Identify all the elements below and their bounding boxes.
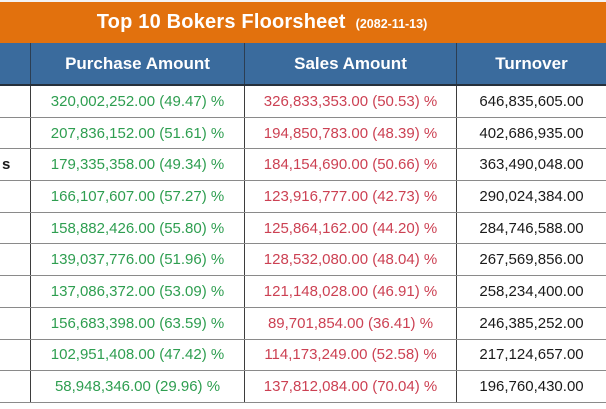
purchase-amount-cell: 156,683,398.00 (63.59) % (30, 307, 244, 339)
sales-amount-cell: 114,173,249.00 (52.58) % (244, 339, 456, 371)
turnover-cell: 290,024,384.00 (456, 181, 606, 212)
purchase-amount-cell: 137,086,372.00 (53.09) % (30, 276, 244, 307)
table-row: 158,882,426.00 (55.80) % 125,864,162.00 … (0, 212, 606, 245)
turnover-cell: 246,385,252.00 (456, 307, 606, 339)
sales-amount-cell: 184,154,690.00 (50.66) % (244, 149, 456, 181)
broker-name-cell (0, 213, 30, 244)
broker-name-cell (0, 371, 30, 402)
table-body: 320,002,252.00 (49.47) % 326,833,353.00 … (0, 86, 606, 403)
table-row: 139,037,776.00 (51.96) % 128,532,080.00 … (0, 244, 606, 277)
broker-name-cell (0, 340, 30, 371)
sales-amount-cell: 128,532,080.00 (48.04) % (244, 244, 456, 276)
title-bar: Top 10 Bokers Floorsheet (2082-11-13) (0, 2, 606, 43)
sales-amount-cell: 89,701,854.00 (36.41) % (244, 307, 456, 339)
turnover-cell: 258,234,400.00 (456, 276, 606, 307)
sales-amount-cell: 123,916,777.00 (42.73) % (244, 181, 456, 212)
turnover-cell: 363,490,048.00 (456, 149, 606, 181)
turnover-cell: 402,686,935.00 (456, 117, 606, 149)
broker-name-cell (0, 308, 30, 339)
purchase-amount-cell: 158,882,426.00 (55.80) % (30, 212, 244, 244)
report-date: (2082-11-13) (355, 17, 428, 31)
header-turnover: Turnover (456, 43, 606, 84)
broker-name-cell (0, 86, 30, 117)
broker-name-cell (0, 276, 30, 307)
broker-name-cell (0, 118, 30, 149)
broker-name-cell (0, 181, 30, 212)
title-group: Top 10 Bokers Floorsheet (2082-11-13) (97, 11, 428, 34)
turnover-cell: 196,760,430.00 (456, 371, 606, 402)
purchase-amount-cell: 102,951,408.00 (47.42) % (30, 339, 244, 371)
sales-amount-cell: 326,833,353.00 (50.53) % (244, 86, 456, 117)
purchase-amount-cell: 179,335,358.00 (49.34) % (30, 149, 244, 181)
purchase-amount-cell: 166,107,607.00 (57.27) % (30, 181, 244, 212)
purchase-amount-cell: 139,037,776.00 (51.96) % (30, 244, 244, 276)
table-row: 207,836,152.00 (51.61) % 194,850,783.00 … (0, 117, 606, 150)
turnover-cell: 646,835,605.00 (456, 86, 606, 117)
turnover-cell: 217,124,657.00 (456, 339, 606, 371)
purchase-amount-cell: 320,002,252.00 (49.47) % (30, 86, 244, 117)
sales-amount-cell: 121,148,028.00 (46.91) % (244, 276, 456, 307)
turnover-cell: 284,746,588.00 (456, 212, 606, 244)
table-header-row: Purchase Amount Sales Amount Turnover (0, 43, 606, 86)
broker-name-cell: s (2, 156, 11, 174)
table-row: 137,086,372.00 (53.09) % 121,148,028.00 … (0, 276, 606, 308)
sales-amount-cell: 125,864,162.00 (44.20) % (244, 212, 456, 244)
page-title: Top 10 Bokers Floorsheet (96, 11, 346, 33)
top-strip (0, 0, 606, 2)
header-broker-name (0, 43, 30, 84)
header-sales-amount: Sales Amount (244, 43, 456, 84)
purchase-amount-cell: 207,836,152.00 (51.61) % (30, 117, 244, 149)
sales-amount-cell: 137,812,084.00 (70.04) % (244, 371, 456, 402)
header-purchase-amount: Purchase Amount (30, 43, 244, 84)
table-row: 156,683,398.00 (63.59) % 89,701,854.00 (… (0, 307, 606, 340)
sales-amount-cell: 194,850,783.00 (48.39) % (244, 117, 456, 149)
table-row: s 179,335,358.00 (49.34) % 184,154,690.0… (0, 149, 606, 182)
purchase-amount-cell: 58,948,346.00 (29.96) % (30, 371, 244, 402)
table-row: 166,107,607.00 (57.27) % 123,916,777.00 … (0, 181, 606, 213)
table-row: 58,948,346.00 (29.96) % 137,812,084.00 (… (0, 371, 606, 403)
broker-name-cell (0, 244, 30, 275)
turnover-cell: 267,569,856.00 (456, 244, 606, 276)
table-row: 320,002,252.00 (49.47) % 326,833,353.00 … (0, 86, 606, 118)
table-row: 102,951,408.00 (47.42) % 114,173,249.00 … (0, 339, 606, 372)
